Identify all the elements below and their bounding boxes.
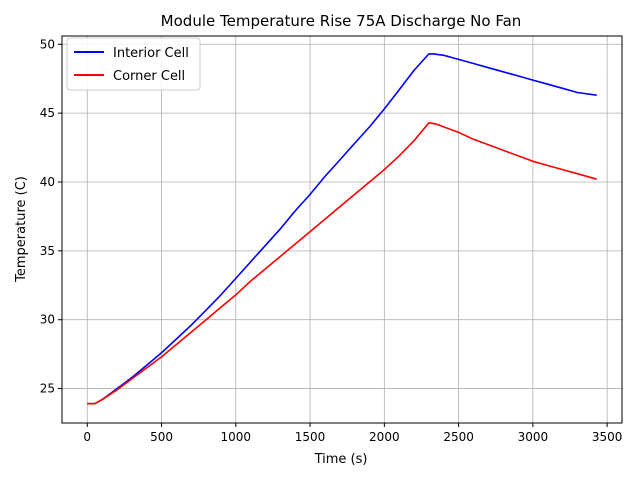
series-line-interior-cell	[87, 53, 597, 405]
x-tick-label: 1000	[221, 430, 252, 444]
series-line-corner-cell	[87, 122, 597, 405]
x-tick-label: 1500	[295, 430, 326, 444]
legend-label-interior-cell: Interior Cell	[113, 46, 189, 61]
plot-frame	[61, 35, 623, 424]
y-axis-title: Temperature (C)	[14, 176, 29, 283]
axis-ticks: 0 500 1000 1500 2000 2500 3000 3500 25 30 35 40 45 50	[40, 37, 623, 444]
x-tick-label: 3000	[518, 430, 549, 444]
chart-title: Module Temperature Rise 75A Discharge No…	[161, 12, 522, 30]
x-tick-label: 2000	[369, 430, 400, 444]
y-tick-label: 25	[40, 382, 55, 396]
series-layer	[87, 53, 597, 405]
legend-label-corner-cell: Corner Cell	[113, 69, 185, 84]
grid-lines	[62, 36, 622, 423]
y-tick-label: 45	[40, 106, 55, 120]
x-tick-label: 2500	[443, 430, 474, 444]
x-tick-label: 3500	[592, 430, 623, 444]
y-tick-label: 30	[40, 313, 55, 327]
y-tick-label: 50	[40, 37, 55, 51]
y-tick-label: 35	[40, 244, 55, 258]
x-tick-label: 0	[83, 430, 91, 444]
y-tick-label: 40	[40, 175, 55, 189]
legend: Interior Cell Corner Cell	[66, 37, 201, 91]
x-axis-title: Time (s)	[314, 452, 368, 467]
x-tick-label: 500	[150, 430, 173, 444]
